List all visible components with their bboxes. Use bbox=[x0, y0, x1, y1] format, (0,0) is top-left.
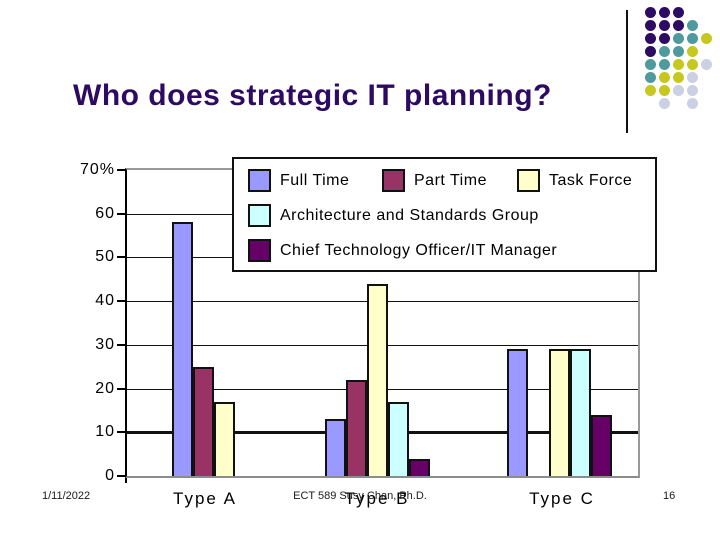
legend-item: Chief Technology Officer/IT Manager bbox=[248, 239, 557, 262]
bar-group-type-b bbox=[325, 284, 430, 476]
y-tick-label: 50 bbox=[95, 248, 115, 266]
legend-label: Full Time bbox=[280, 171, 350, 189]
dot bbox=[659, 7, 670, 18]
dot bbox=[687, 33, 698, 44]
legend-item: Full Time bbox=[248, 169, 349, 192]
bar bbox=[171, 222, 193, 476]
dot bbox=[673, 59, 684, 70]
dot bbox=[687, 46, 698, 57]
y-tick-label: 70% bbox=[79, 161, 115, 178]
y-tick-label: 20 bbox=[95, 379, 115, 397]
legend-swatch bbox=[517, 169, 540, 192]
dot bbox=[645, 20, 656, 31]
dot bbox=[687, 85, 698, 96]
y-tick-mark bbox=[117, 343, 125, 346]
legend-label: Part Time bbox=[414, 171, 487, 189]
category-label: Type A bbox=[173, 489, 237, 508]
dot bbox=[645, 7, 656, 18]
dot bbox=[673, 20, 684, 31]
legend-item: Part Time bbox=[382, 169, 487, 192]
dot bbox=[659, 46, 670, 57]
dot bbox=[645, 46, 656, 57]
dot bbox=[687, 98, 698, 109]
dot bbox=[673, 46, 684, 57]
dot bbox=[687, 72, 698, 83]
bar bbox=[569, 349, 591, 476]
bar bbox=[346, 380, 367, 476]
y-tick-mark bbox=[117, 212, 125, 215]
decorative-dot-pattern bbox=[645, 7, 717, 115]
bar bbox=[548, 349, 570, 476]
dot bbox=[659, 72, 670, 83]
dot bbox=[645, 59, 656, 70]
y-tick-label: 30 bbox=[95, 335, 115, 353]
dot bbox=[673, 33, 684, 44]
bar bbox=[506, 349, 528, 476]
dot bbox=[645, 85, 656, 96]
dot bbox=[673, 72, 684, 83]
category-label: Type C bbox=[529, 489, 595, 508]
y-tick-mark bbox=[117, 256, 125, 259]
legend-swatch bbox=[248, 169, 271, 192]
bar bbox=[388, 402, 409, 476]
bar bbox=[192, 367, 214, 476]
y-tick-label: 60 bbox=[95, 204, 115, 222]
chart-legend: Full Time Part Time Task Force Architecture… bbox=[232, 157, 657, 272]
dot bbox=[659, 98, 670, 109]
legend-swatch bbox=[248, 239, 271, 262]
category-label: Type B bbox=[344, 489, 410, 508]
y-tick-mark bbox=[117, 169, 125, 171]
x-axis-tick bbox=[125, 478, 127, 483]
dot bbox=[645, 72, 656, 83]
footer-course-text: ECT 589 Susy Chan, Ph.D. bbox=[293, 490, 427, 502]
legend-item: Task Force bbox=[517, 169, 632, 192]
dot bbox=[673, 7, 684, 18]
legend-swatch bbox=[248, 204, 271, 227]
bar bbox=[213, 402, 235, 476]
dot bbox=[687, 59, 698, 70]
dot bbox=[701, 33, 712, 44]
dot bbox=[659, 20, 670, 31]
bar bbox=[590, 415, 612, 476]
y-tick-mark bbox=[117, 475, 125, 477]
slide-title: Who does strategic IT planning? bbox=[73, 79, 552, 112]
dot bbox=[645, 33, 656, 44]
dot bbox=[687, 20, 698, 31]
dot bbox=[673, 85, 684, 96]
legend-label: Task Force bbox=[549, 171, 633, 189]
dot bbox=[659, 85, 670, 96]
legend-label: Chief Technology Officer/IT Manager bbox=[280, 241, 558, 259]
dot bbox=[659, 33, 670, 44]
bar bbox=[409, 459, 430, 476]
dot bbox=[659, 59, 670, 70]
footer-page-number: 16 bbox=[663, 490, 676, 502]
title-divider-line bbox=[626, 10, 628, 133]
legend-swatch bbox=[382, 169, 405, 192]
y-tick-label: 40 bbox=[95, 292, 115, 310]
y-tick-label: 10 bbox=[95, 423, 115, 441]
legend-label: Architecture and Standards Group bbox=[280, 206, 539, 224]
y-tick-label: 0 bbox=[105, 467, 115, 484]
y-tick-mark bbox=[117, 387, 125, 390]
bar bbox=[325, 419, 346, 476]
bar-group-type-a bbox=[171, 222, 277, 476]
y-tick-mark bbox=[117, 300, 125, 303]
footer-date: 1/11/2022 bbox=[42, 490, 91, 502]
bar-group-type-c bbox=[506, 349, 612, 476]
dot bbox=[701, 59, 712, 70]
bar bbox=[367, 284, 388, 476]
y-tick-mark bbox=[117, 431, 125, 434]
legend-item: Architecture and Standards Group bbox=[248, 204, 539, 227]
